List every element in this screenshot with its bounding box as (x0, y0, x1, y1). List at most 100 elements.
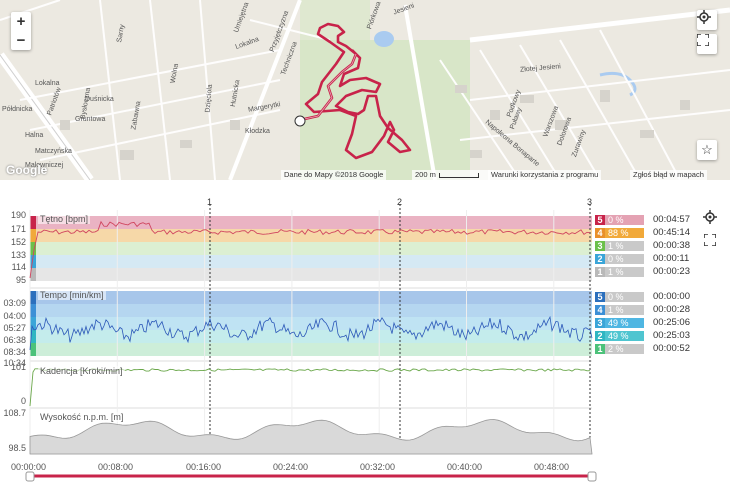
zone-number: 2 (595, 331, 605, 341)
pace-y-tick: 08:34 (3, 347, 26, 357)
x-axis-tick: 00:48:00 (534, 462, 570, 472)
lap-marker-label: 3 (587, 197, 593, 207)
pace-y-tick: 05:27 (3, 323, 26, 333)
zone-percent: 0 % (605, 292, 644, 302)
target-icon (697, 10, 711, 24)
heart-zone-4: 4 88 % (595, 228, 644, 238)
map-attribution: Dane do Mapy ©2018 Google (281, 170, 387, 180)
x-axis-tick: 00:24:00 (273, 462, 309, 472)
zone-time: 00:00:23 (653, 266, 690, 277)
cadence-title: Kadencja [Kroki/min] (38, 366, 125, 376)
google-logo: Google (6, 163, 48, 177)
lap-marker-label: 1 (207, 197, 213, 207)
chart-fullscreen-button[interactable] (703, 233, 717, 248)
pace-zone-band (30, 343, 592, 356)
zone-percent: 1 % (605, 267, 644, 277)
pace-zone-2: 2 49 % (595, 331, 644, 341)
cadence-y-tick: 101 (10, 362, 26, 372)
zoom-out-button[interactable]: − (16, 32, 26, 49)
chart-settings-button[interactable] (703, 210, 717, 224)
zone-percent: 1 % (605, 241, 644, 251)
pace-line (29, 315, 593, 351)
target-icon (703, 210, 717, 224)
street-label: Kłodzka (245, 128, 270, 135)
map-scale: 200 m (412, 170, 490, 180)
heart-y-tick: 133 (10, 250, 26, 260)
pace-y-tick: 10:34 (3, 358, 26, 368)
pace-y-tick: 06:38 (3, 335, 26, 345)
activity-charts[interactable] (0, 180, 730, 489)
pace-zone-band (30, 291, 592, 304)
timeline-end-handle[interactable] (587, 471, 597, 482)
heart-y-tick: 190 (10, 210, 26, 220)
zone-percent: 49 % (605, 331, 644, 341)
pace-title: Tempo [min/km] (38, 290, 106, 300)
zone-number: 3 (595, 241, 605, 251)
zone-time: 00:25:03 (653, 330, 690, 341)
heart-zone-band (30, 229, 592, 242)
heart-zone-band (30, 268, 592, 281)
pace-zone-band (30, 304, 592, 317)
favorite-button[interactable]: ☆ (697, 140, 717, 160)
street-label: Lokalna (35, 80, 60, 87)
heart-zone-strip (30, 229, 36, 242)
street-label: Matczyńska (35, 148, 72, 155)
heart-zone-band (30, 255, 592, 268)
pace-zone-3: 3 49 % (595, 318, 644, 328)
pace-zone-strip (30, 304, 36, 317)
zone-percent: 1 % (605, 305, 644, 315)
fullscreen-icon (697, 34, 709, 46)
timeline-start-handle[interactable] (25, 471, 35, 482)
zone-percent: 0 % (605, 215, 644, 225)
altitude-y-tick: 98.5 (8, 443, 26, 453)
heart-y-tick: 95 (15, 275, 26, 285)
heart-zone-strip (30, 268, 36, 281)
street-label: Malowniczej (25, 162, 64, 169)
heart-rate-title: Tętno [bpm] (38, 214, 91, 224)
x-axis-tick: 00:40:00 (447, 462, 483, 472)
heart-zone-strip (30, 255, 36, 268)
zone-time: 00:45:14 (653, 227, 690, 238)
heart-zone-strip (30, 242, 36, 255)
fullscreen-icon (703, 233, 717, 247)
heart-y-tick: 171 (10, 224, 26, 234)
locate-button[interactable] (697, 10, 717, 30)
street-label: Gruntowa (75, 116, 106, 123)
altitude-area (29, 419, 593, 455)
route-map[interactable]: Lokalna Patriotów Bysłoczna Duśnicka Gru… (0, 0, 730, 180)
zone-number: 5 (595, 292, 605, 302)
zone-time: 00:00:52 (653, 343, 690, 354)
zone-number: 1 (595, 344, 605, 354)
map-terms-link[interactable]: Warunki korzystania z programu (488, 170, 602, 180)
map-report-link[interactable]: Zgłoś błąd w mapach (630, 170, 707, 180)
zone-number: 1 (595, 267, 605, 277)
heart-rate-line (29, 220, 591, 279)
pace-zone-strip (30, 291, 36, 304)
zone-number: 4 (595, 228, 605, 238)
map-canvas[interactable] (0, 0, 730, 180)
street-label: Półdnicka (2, 106, 33, 113)
route-path (299, 22, 412, 160)
altitude-y-tick: 108.7 (3, 408, 26, 418)
zone-number: 4 (595, 305, 605, 315)
map-scale-label: 200 m (415, 170, 436, 179)
pace-zone-strip (30, 343, 36, 356)
zone-time: 00:25:06 (653, 317, 690, 328)
pace-y-tick: 03:09 (3, 298, 26, 308)
pace-zone-band (30, 317, 592, 330)
x-axis-tick: 00:32:00 (360, 462, 396, 472)
zone-number: 2 (595, 254, 605, 264)
zone-percent: 0 % (605, 254, 644, 264)
heart-zone-band (30, 242, 592, 255)
map-fullscreen-button[interactable] (697, 34, 717, 54)
zoom-in-button[interactable]: + (16, 13, 26, 30)
zone-percent: 49 % (605, 318, 644, 328)
cadence-y-tick: 0 (20, 396, 26, 406)
